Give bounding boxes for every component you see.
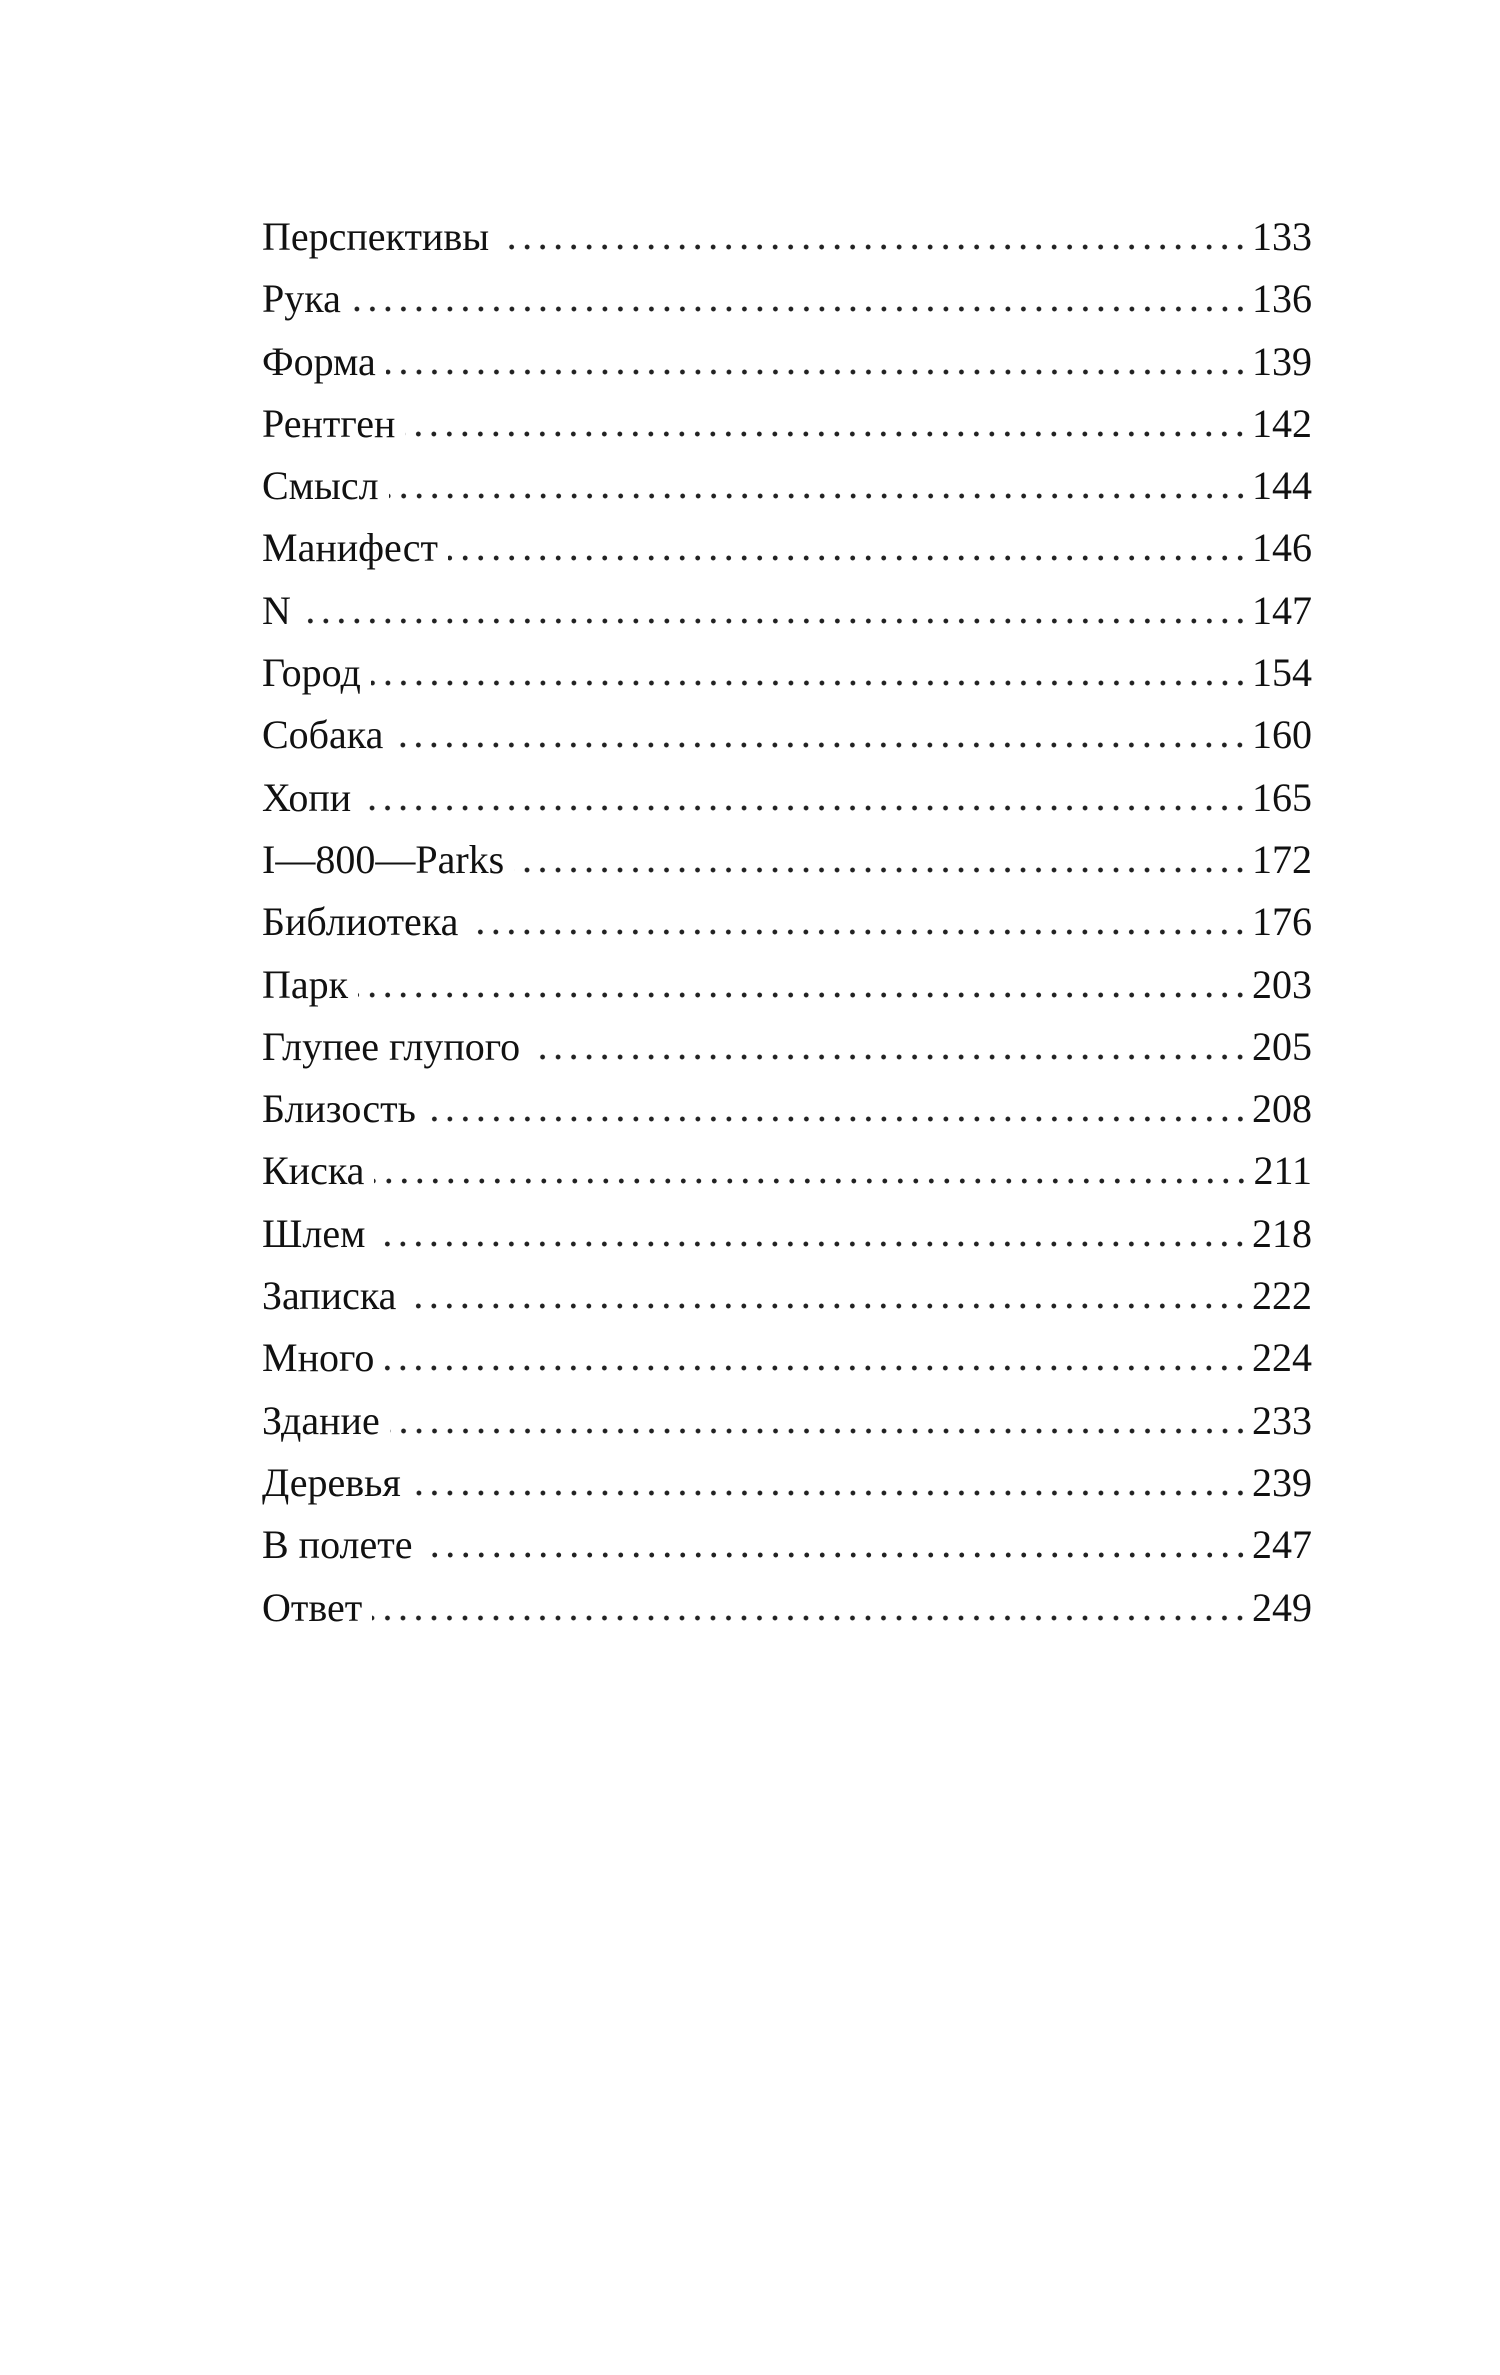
dot-leader: [425, 1116, 1248, 1123]
toc-entry-page: 165: [1252, 774, 1312, 820]
toc-entry-page: 154: [1252, 650, 1312, 696]
toc-entry: В полете 247: [262, 1514, 1312, 1576]
toc-entry-title: Смысл: [262, 463, 379, 509]
dot-leader: [370, 680, 1248, 687]
toc-entry-page: 142: [1252, 400, 1312, 446]
dot-leader: [358, 991, 1248, 998]
toc-entry-title: Город: [262, 650, 361, 696]
toc-entry: Город 154: [262, 642, 1312, 704]
toc-entry: Смысл 144: [262, 455, 1312, 517]
toc-entry-title: Парк: [262, 961, 349, 1007]
dot-leader: [385, 368, 1248, 375]
toc-entry-page: 239: [1252, 1459, 1312, 1505]
toc-entry: Записка 222: [262, 1265, 1312, 1327]
toc-entry-page: 247: [1252, 1522, 1312, 1568]
toc-entry-page: 147: [1252, 587, 1312, 633]
toc-entry: Хопи 165: [262, 767, 1312, 829]
dot-leader: [389, 1427, 1248, 1434]
toc-entry-page: 224: [1252, 1335, 1312, 1381]
toc-entry-title: N: [262, 587, 291, 633]
toc-entry: Библиотека 176: [262, 891, 1312, 953]
dot-leader: [384, 1365, 1248, 1372]
toc-entry-page: 222: [1252, 1273, 1312, 1319]
dot-leader: [422, 1552, 1248, 1559]
dot-leader: [300, 617, 1248, 624]
toc-entry-page: 136: [1252, 276, 1312, 322]
toc-entry-title: Близость: [262, 1086, 416, 1132]
dot-leader: [405, 430, 1248, 437]
toc-entry: Шлем 218: [262, 1203, 1312, 1265]
toc-entry-title: Форма: [262, 338, 376, 384]
toc-entry-page: 203: [1252, 961, 1312, 1007]
toc-entry-page: 233: [1252, 1397, 1312, 1443]
dot-leader: [410, 1489, 1248, 1496]
table-of-contents: Перспективы 133 Рука 136 Форма 139 Рентген 142 С…: [262, 206, 1312, 1639]
dot-leader: [448, 555, 1248, 562]
toc-entry: Киска 211: [262, 1140, 1312, 1202]
toc-entry-title: Записка: [262, 1273, 397, 1319]
dot-leader: [350, 306, 1248, 313]
toc-entry: Рука 136: [262, 268, 1312, 330]
toc-entry: Собака 160: [262, 704, 1312, 766]
toc-entry-page: 218: [1252, 1210, 1312, 1256]
toc-entry: I—800—Parks 172: [262, 829, 1312, 891]
dot-leader: [468, 929, 1248, 936]
dot-leader: [361, 804, 1248, 811]
toc-entry-title: В полете: [262, 1522, 413, 1568]
toc-entry-page: 249: [1252, 1584, 1312, 1630]
toc-entry-title: Собака: [262, 712, 384, 758]
toc-entry: Перспективы 133: [262, 206, 1312, 268]
toc-entry: Ответ 249: [262, 1577, 1312, 1639]
toc-entry-title: Библиотека: [262, 899, 459, 945]
toc-entry: Парк 203: [262, 954, 1312, 1016]
toc-entry-page: 211: [1253, 1148, 1312, 1194]
toc-entry-page: 146: [1252, 525, 1312, 571]
toc-entry-page: 176: [1252, 899, 1312, 945]
toc-entry-title: Ответ: [262, 1584, 363, 1630]
dot-leader: [375, 1240, 1248, 1247]
toc-entry: N 147: [262, 580, 1312, 642]
toc-entry-title: Шлем: [262, 1210, 366, 1256]
toc-entry-page: 208: [1252, 1086, 1312, 1132]
toc-entry: Много 224: [262, 1327, 1312, 1389]
toc-entry-title: Манифест: [262, 525, 439, 571]
toc-entry-page: 144: [1252, 463, 1312, 509]
toc-entry-page: 160: [1252, 712, 1312, 758]
toc-entry-page: 139: [1252, 338, 1312, 384]
toc-entry-title: Хопи: [262, 774, 352, 820]
toc-entry-page: 133: [1252, 214, 1312, 259]
toc-entry-page: 205: [1252, 1023, 1312, 1069]
toc-entry-title: Деревья: [262, 1459, 401, 1505]
toc-entry: Глупее глупого 205: [262, 1016, 1312, 1078]
toc-entry-title: Много: [262, 1335, 375, 1381]
toc-entry-title: Киска: [262, 1148, 365, 1194]
dot-leader: [388, 493, 1248, 500]
toc-entry: Деревья 239: [262, 1452, 1312, 1514]
toc-entry-title: Перспективы: [262, 214, 490, 259]
toc-entry-title: Глупее глупого: [262, 1023, 521, 1069]
dot-leader: [393, 742, 1248, 749]
toc-entry-title: Рука: [262, 276, 341, 322]
dot-leader: [499, 244, 1248, 250]
toc-entry-title: I—800—Parks: [262, 836, 505, 882]
dot-leader: [372, 1614, 1248, 1621]
toc-entry: Манифест 146: [262, 517, 1312, 579]
toc-entry: Форма 139: [262, 331, 1312, 393]
toc-entry-title: Рентген: [262, 400, 396, 446]
dot-leader: [530, 1053, 1248, 1060]
toc-entry-title: Здание: [262, 1397, 380, 1443]
toc-entry-page: 172: [1252, 836, 1312, 882]
toc-entry: Рентген 142: [262, 393, 1312, 455]
dot-leader: [374, 1178, 1250, 1185]
toc-entry: Здание 233: [262, 1390, 1312, 1452]
dot-leader: [406, 1303, 1248, 1310]
dot-leader: [514, 866, 1248, 873]
toc-entry: Близость 208: [262, 1078, 1312, 1140]
